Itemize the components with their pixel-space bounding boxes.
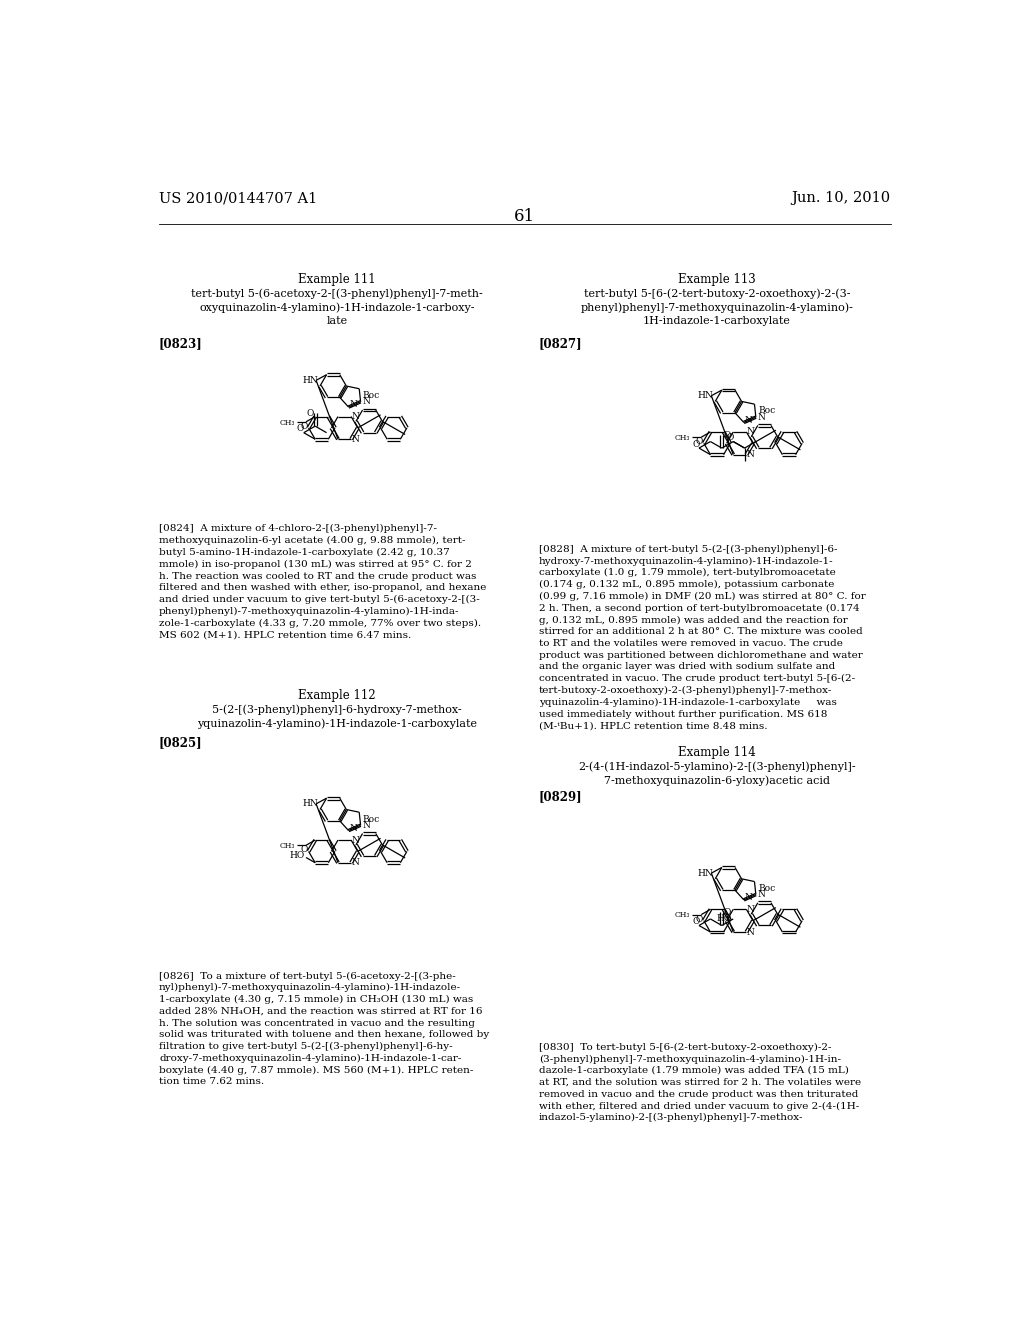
Text: N: N	[746, 450, 755, 459]
Text: N: N	[349, 824, 357, 833]
Text: Example 113: Example 113	[678, 273, 756, 285]
Text: 5-(2-[(3-phenyl)phenyl]-6-hydroxy-7-methox-
yquinazolin-4-ylamino)-1H-indazole-1: 5-(2-[(3-phenyl)phenyl]-6-hydroxy-7-meth…	[198, 704, 477, 729]
Text: N: N	[758, 890, 765, 899]
Text: O: O	[692, 440, 699, 449]
Text: N: N	[744, 894, 753, 902]
Text: N: N	[746, 928, 755, 936]
Text: tert-butyl 5-[6-(2-tert-butoxy-2-oxoethoxy)-2-(3-
phenyl)phenyl]-7-methoxyquinaz: tert-butyl 5-[6-(2-tert-butoxy-2-oxoetho…	[581, 289, 853, 326]
Text: O: O	[300, 422, 307, 430]
Text: CH₃: CH₃	[280, 842, 295, 850]
Text: Jun. 10, 2010: Jun. 10, 2010	[792, 191, 891, 206]
Text: O: O	[695, 437, 702, 446]
Text: 61: 61	[514, 207, 536, 224]
Text: HO: HO	[717, 915, 731, 924]
Text: HN: HN	[697, 869, 713, 878]
Text: [0824]  A mixture of 4-chloro-2-[(3-phenyl)phenyl]-7-
methoxyquinazolin-6-yl ace: [0824] A mixture of 4-chloro-2-[(3-pheny…	[159, 524, 486, 639]
Text: tert-butyl 5-(6-acetoxy-2-[(3-phenyl)phenyl]-7-meth-
oxyquinazolin-4-ylamino)-1H: tert-butyl 5-(6-acetoxy-2-[(3-phenyl)phe…	[191, 289, 483, 326]
Text: N: N	[362, 397, 370, 407]
Text: Example 111: Example 111	[298, 273, 376, 285]
Text: CH₃: CH₃	[675, 911, 690, 919]
Text: Boc: Boc	[758, 884, 775, 892]
Text: O: O	[726, 433, 734, 442]
Text: US 2010/0144707 A1: US 2010/0144707 A1	[159, 191, 317, 206]
Text: O: O	[692, 917, 699, 927]
Text: N: N	[351, 836, 359, 845]
Text: Example 112: Example 112	[298, 689, 376, 702]
Text: [0828]  A mixture of tert-butyl 5-(2-[(3-phenyl)phenyl]-6-
hydroxy-7-methoxyquin: [0828] A mixture of tert-butyl 5-(2-[(3-…	[539, 545, 865, 730]
Text: N: N	[362, 821, 370, 830]
Text: [0823]: [0823]	[159, 338, 203, 350]
Text: [0830]  To tert-butyl 5-[6-(2-tert-butoxy-2-oxoethoxy)-2-
(3-phenyl)phenyl]-7-me: [0830] To tert-butyl 5-[6-(2-tert-butoxy…	[539, 1043, 861, 1122]
Text: HN: HN	[697, 391, 713, 400]
Text: N: N	[758, 413, 765, 421]
Text: Example 114: Example 114	[678, 746, 756, 759]
Text: O: O	[300, 845, 307, 854]
Text: Boc: Boc	[362, 391, 380, 400]
Text: N: N	[746, 428, 755, 437]
Text: O: O	[297, 424, 304, 433]
Text: N: N	[351, 412, 359, 421]
Text: N: N	[746, 906, 755, 913]
Text: [0827]: [0827]	[539, 338, 583, 350]
Text: HN: HN	[302, 800, 317, 808]
Text: O: O	[724, 430, 731, 440]
Text: Boc: Boc	[362, 814, 380, 824]
Text: HO: HO	[289, 850, 304, 859]
Text: [0829]: [0829]	[539, 791, 583, 804]
Text: O: O	[724, 908, 731, 917]
Text: HN: HN	[302, 376, 317, 385]
Text: Boc: Boc	[758, 407, 775, 416]
Text: O: O	[695, 915, 702, 924]
Text: O: O	[306, 409, 313, 417]
Text: N: N	[349, 400, 357, 409]
Text: N: N	[351, 434, 359, 444]
Text: [0826]  To a mixture of tert-butyl 5-(6-acetoxy-2-[(3-phe-
nyl)phenyl)-7-methoxy: [0826] To a mixture of tert-butyl 5-(6-a…	[159, 972, 489, 1086]
Text: N: N	[744, 416, 753, 425]
Text: CH₃: CH₃	[675, 434, 690, 442]
Text: N: N	[351, 858, 359, 867]
Text: 2-(4-(1H-indazol-5-ylamino)-2-[(3-phenyl)phenyl]-
7-methoxyquinazolin-6-yloxy)ac: 2-(4-(1H-indazol-5-ylamino)-2-[(3-phenyl…	[579, 762, 856, 785]
Text: [0825]: [0825]	[159, 735, 203, 748]
Text: CH₃: CH₃	[280, 418, 295, 426]
